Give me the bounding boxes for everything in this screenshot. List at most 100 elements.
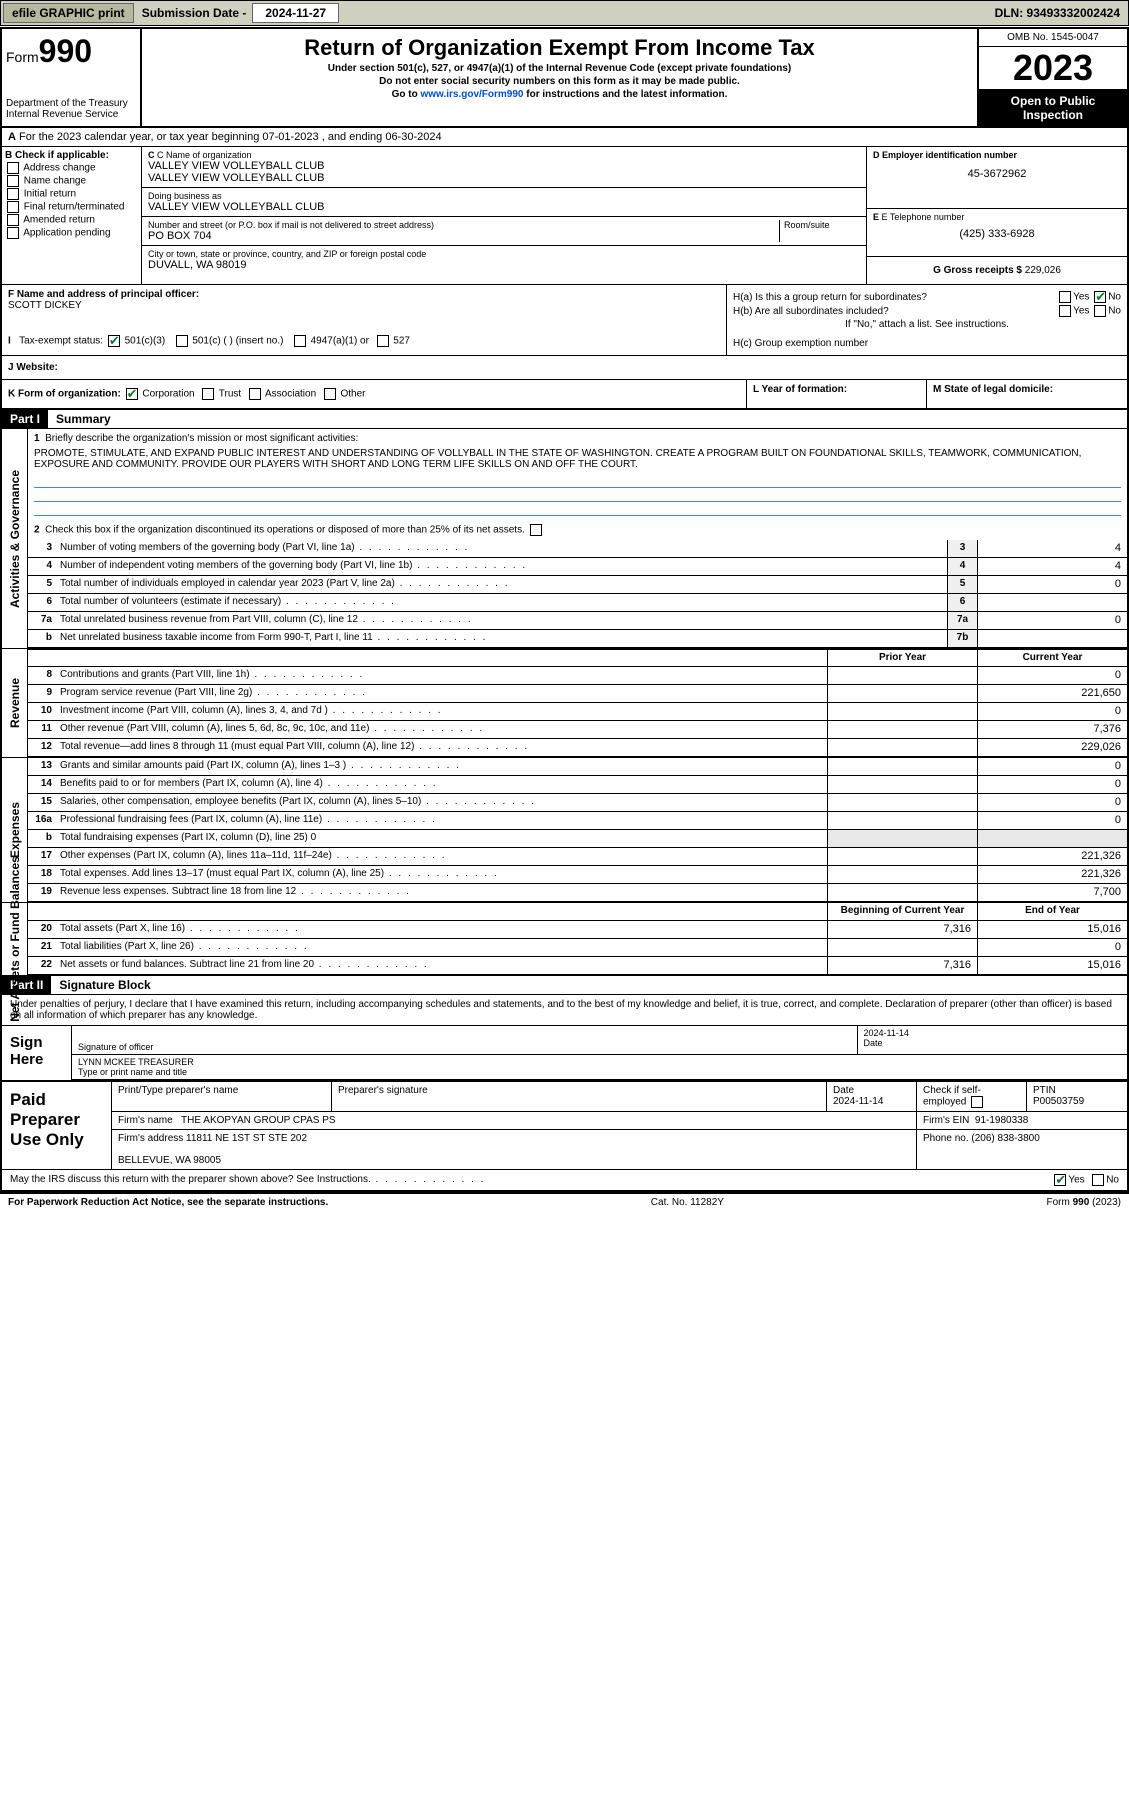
org-name-2: VALLEY VIEW VOLLEYBALL CLUB: [148, 172, 860, 184]
org-name-1: VALLEY VIEW VOLLEYBALL CLUB: [148, 160, 860, 172]
mission-text: PROMOTE, STIMULATE, AND EXPAND PUBLIC IN…: [34, 448, 1121, 470]
main-title: Return of Organization Exempt From Incom…: [150, 35, 969, 61]
footer-right: Form 990 (2023): [1047, 1197, 1121, 1208]
chk-hb-no[interactable]: [1094, 305, 1106, 317]
paid-preparer-label: Paid Preparer Use Only: [2, 1082, 112, 1169]
row-klm: K Form of organization: Corporation Trus…: [2, 380, 1127, 410]
paid-preparer-block: Paid Preparer Use Only Print/Type prepar…: [2, 1082, 1127, 1170]
col-m: M State of legal domicile:: [927, 380, 1127, 408]
footer-mid: Cat. No. 11282Y: [651, 1197, 724, 1208]
header-right: OMB No. 1545-0047 2023 Open to Public In…: [977, 29, 1127, 126]
chk-amended[interactable]: Amended return: [5, 214, 138, 226]
prep-sig-hdr: Preparer's signature: [332, 1082, 827, 1111]
line-b: b Net unrelated business taxable income …: [28, 630, 1127, 648]
dba: VALLEY VIEW VOLLEYBALL CLUB: [148, 201, 860, 213]
governance-section: Activities & Governance 1 Briefly descri…: [2, 429, 1127, 649]
form-header: Form990 Department of the Treasury Inter…: [2, 29, 1127, 128]
chk-hb-yes[interactable]: [1059, 305, 1071, 317]
city: DUVALL, WA 98019: [148, 259, 860, 271]
submission-date: 2024-11-27: [252, 3, 339, 23]
hb-label: H(b) Are all subordinates included?: [733, 306, 889, 317]
chk-corp[interactable]: [126, 388, 138, 400]
chk-initial-return[interactable]: Initial return: [5, 188, 138, 200]
line-1: 1 Briefly describe the organization's mi…: [28, 429, 1127, 520]
city-label: City or town, state or province, country…: [148, 249, 860, 259]
part2-title: Signature Block: [51, 976, 158, 994]
end-year-hdr: End of Year: [977, 903, 1127, 920]
header-center: Return of Organization Exempt From Incom…: [142, 29, 977, 126]
part1-header: Part I Summary: [2, 410, 1127, 429]
chk-assoc[interactable]: [249, 388, 261, 400]
sig-of-officer: Signature of officer: [72, 1026, 858, 1054]
chk-4947[interactable]: [294, 335, 306, 347]
ha-label: H(a) Is this a group return for subordin…: [733, 292, 927, 303]
line-2: 2 Check this box if the organization dis…: [28, 520, 1127, 540]
form-990: Form990 Department of the Treasury Inter…: [0, 27, 1129, 1194]
subtitle-1: Under section 501(c), 527, or 4947(a)(1)…: [150, 63, 969, 74]
tax-year: 2023: [979, 47, 1127, 90]
col-b-title: B Check if applicable:: [5, 150, 138, 161]
part1-badge: Part I: [2, 410, 48, 428]
gross-receipts: 229,026: [1025, 265, 1061, 276]
dln: DLN: 93493332002424: [987, 4, 1128, 22]
subtitle-2: Do not enter social security numbers on …: [150, 76, 969, 87]
prep-selfemp: Check if self-employed: [917, 1082, 1027, 1111]
prep-ptin: PTINP00503759: [1027, 1082, 1127, 1111]
line-13: 13 Grants and similar amounts paid (Part…: [28, 758, 1127, 776]
netassets-section: Net Assets or Fund Balances Beginning of…: [2, 903, 1127, 976]
expenses-section: Expenses 13 Grants and similar amounts p…: [2, 758, 1127, 903]
form-number: 990: [39, 33, 92, 69]
chk-name-change[interactable]: Name change: [5, 175, 138, 187]
chk-final-return[interactable]: Final return/terminated: [5, 201, 138, 213]
line-21: 21 Total liabilities (Part X, line 26) 0: [28, 939, 1127, 957]
officer-label: F Name and address of principal officer:: [8, 289, 720, 300]
line-15: 15 Salaries, other compensation, employe…: [28, 794, 1127, 812]
ein-label: D Employer identification number: [873, 150, 1121, 160]
prep-date: Date2024-11-14: [827, 1082, 917, 1111]
chk-address-change[interactable]: Address change: [5, 162, 138, 174]
footer-left: For Paperwork Reduction Act Notice, see …: [8, 1197, 328, 1208]
chk-ha-no[interactable]: [1094, 291, 1106, 303]
sign-here-label: Sign Here: [2, 1026, 72, 1080]
sig-date: 2024-11-14 Date: [858, 1026, 1128, 1054]
line-20: 20 Total assets (Part X, line 16) 7,316 …: [28, 921, 1127, 939]
prep-name-hdr: Print/Type preparer's name: [112, 1082, 332, 1111]
line-18: 18 Total expenses. Add lines 13–17 (must…: [28, 866, 1127, 884]
col-k: K Form of organization: Corporation Trus…: [2, 380, 747, 408]
line-8: 8 Contributions and grants (Part VIII, l…: [28, 667, 1127, 685]
line-4: 4 Number of independent voting members o…: [28, 558, 1127, 576]
sidebar-revenue: Revenue: [2, 649, 28, 757]
revenue-section: Revenue Prior Year Current Year 8 Contri…: [2, 649, 1127, 758]
chk-501c3[interactable]: [108, 335, 120, 347]
hc-label: H(c) Group exemption number: [733, 338, 868, 349]
chk-discuss-no[interactable]: [1092, 1174, 1104, 1186]
row-fh: F Name and address of principal officer:…: [2, 285, 1127, 356]
line-3: 3 Number of voting members of the govern…: [28, 540, 1127, 558]
col-c: C C Name of organization VALLEY VIEW VOL…: [142, 147, 867, 284]
efile-print-btn[interactable]: efile GRAPHIC print: [3, 3, 134, 23]
ein: 45-3672962: [873, 168, 1121, 180]
omb-number: OMB No. 1545-0047: [979, 29, 1127, 47]
chk-discuss-yes[interactable]: [1054, 1174, 1066, 1186]
line-7a: 7a Total unrelated business revenue from…: [28, 612, 1127, 630]
chk-501c[interactable]: [176, 335, 188, 347]
officer-name: SCOTT DICKEY: [8, 300, 720, 311]
chk-discontinued[interactable]: [530, 524, 542, 536]
chk-selfemp[interactable]: [971, 1096, 983, 1108]
line-16a: 16a Professional fundraising fees (Part …: [28, 812, 1127, 830]
chk-other[interactable]: [324, 388, 336, 400]
chk-trust[interactable]: [202, 388, 214, 400]
line-14: 14 Benefits paid to or for members (Part…: [28, 776, 1127, 794]
chk-ha-yes[interactable]: [1059, 291, 1071, 303]
chk-app-pending[interactable]: Application pending: [5, 227, 138, 239]
subtitle-3: Go to www.irs.gov/Form990 for instructio…: [150, 89, 969, 100]
col-l: L Year of formation:: [747, 380, 927, 408]
line-19: 19 Revenue less expenses. Subtract line …: [28, 884, 1127, 902]
line-b: bTotal fundraising expenses (Part IX, co…: [28, 830, 1127, 848]
header-left: Form990 Department of the Treasury Inter…: [2, 29, 142, 126]
irs-link[interactable]: www.irs.gov/Form990: [420, 89, 523, 100]
form-label: Form: [6, 49, 39, 65]
row-a: A For the 2023 calendar year, or tax yea…: [2, 128, 1127, 147]
dba-label: Doing business as: [148, 191, 860, 201]
chk-527[interactable]: [377, 335, 389, 347]
